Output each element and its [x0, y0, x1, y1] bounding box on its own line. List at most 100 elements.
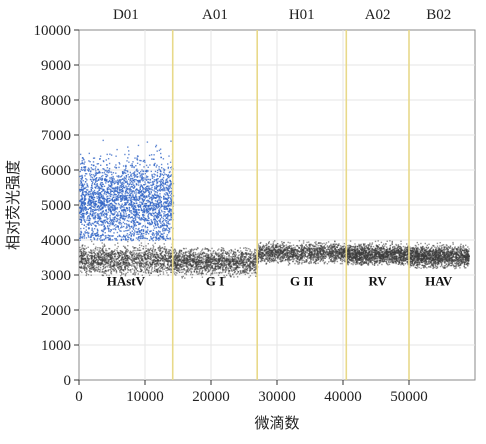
droplet-point — [144, 253, 147, 255]
droplet-point — [101, 182, 103, 184]
droplet-point — [162, 230, 164, 232]
droplet-point — [100, 175, 103, 178]
droplet-point — [171, 183, 173, 185]
droplet-point — [156, 178, 158, 181]
droplet-point — [87, 208, 89, 210]
droplet-point — [133, 202, 136, 205]
droplet-point — [135, 247, 137, 249]
droplet-point — [100, 212, 102, 214]
droplet-point — [112, 205, 114, 207]
droplet-point — [125, 260, 127, 262]
droplet-point — [167, 197, 170, 199]
droplet-point — [108, 209, 110, 211]
droplet-point — [163, 187, 165, 189]
droplet-point — [130, 197, 132, 199]
droplet-point — [145, 247, 147, 250]
droplet-point — [97, 216, 99, 218]
droplet-point — [118, 186, 121, 188]
droplet-point — [94, 253, 96, 255]
droplet-point — [136, 173, 138, 175]
droplet-point — [156, 221, 158, 223]
droplet-point — [144, 183, 147, 185]
droplet-point — [159, 190, 162, 192]
droplet-point — [101, 242, 103, 244]
droplet-point — [160, 205, 163, 208]
droplet-point — [110, 206, 113, 208]
droplet-point — [143, 210, 145, 212]
droplet-point — [171, 219, 173, 221]
droplet-point — [249, 249, 251, 251]
droplet-point — [95, 221, 97, 223]
droplet-point — [110, 261, 112, 263]
droplet-point — [139, 201, 141, 203]
droplet-point — [116, 231, 119, 234]
droplet-point — [155, 191, 157, 193]
droplet-point — [83, 167, 86, 169]
droplet-point — [99, 178, 102, 181]
droplet-point — [146, 256, 149, 258]
droplet-point — [124, 273, 127, 276]
droplet-point — [143, 166, 145, 168]
droplet-point — [114, 263, 116, 265]
droplet-point — [170, 214, 173, 217]
droplet-point — [153, 154, 155, 156]
droplet-point — [102, 190, 104, 192]
droplet-point — [131, 216, 133, 218]
droplet-point — [146, 141, 149, 143]
droplet-point — [235, 253, 237, 256]
droplet-point — [145, 210, 147, 213]
droplet-point — [160, 170, 162, 173]
droplet-point — [147, 208, 150, 211]
droplet-point — [126, 186, 128, 188]
droplet-point — [115, 211, 117, 213]
droplet-point — [144, 268, 146, 270]
droplet-point — [152, 212, 154, 214]
droplet-point — [85, 189, 88, 191]
droplet-point — [92, 179, 95, 181]
droplet-point — [170, 205, 172, 207]
droplet-point — [115, 224, 117, 226]
droplet-point — [149, 201, 152, 204]
droplet-point — [152, 182, 154, 184]
droplet-point — [131, 212, 133, 215]
droplet-point — [81, 201, 84, 203]
droplet-point — [159, 271, 161, 273]
droplet-point — [115, 239, 117, 241]
droplet-point — [162, 227, 165, 229]
droplet-point — [85, 213, 88, 215]
droplet-point — [106, 167, 109, 169]
droplet-point — [100, 224, 102, 226]
droplet-point — [148, 217, 150, 219]
droplet-point — [89, 198, 91, 201]
droplet-point — [162, 203, 165, 205]
droplet-point — [131, 186, 133, 188]
droplet-point — [110, 178, 112, 180]
droplet-point — [92, 168, 95, 171]
droplet-point — [142, 245, 145, 248]
droplet-point — [109, 237, 111, 239]
droplet-point — [120, 230, 122, 232]
droplet-point — [117, 195, 119, 198]
droplet-point — [128, 191, 131, 193]
droplet-point — [111, 203, 113, 205]
droplet-point — [139, 265, 141, 268]
droplet-point — [124, 217, 126, 220]
droplet-point — [157, 205, 160, 207]
droplet-point — [142, 214, 144, 217]
droplet-point — [109, 238, 111, 240]
droplet-point — [106, 173, 108, 176]
droplet-point — [159, 185, 161, 187]
droplet-point — [151, 197, 153, 199]
droplet-point — [147, 248, 149, 250]
droplet-point — [85, 186, 87, 189]
droplet-point — [158, 149, 161, 152]
droplet-point — [209, 250, 212, 252]
droplet-point — [166, 251, 169, 253]
droplet-point — [98, 271, 100, 273]
droplet-point — [126, 226, 128, 229]
droplet-point — [164, 254, 166, 256]
droplet-point — [144, 178, 146, 181]
droplet-point — [166, 225, 168, 228]
droplet-point — [155, 220, 158, 222]
droplet-point — [108, 184, 110, 186]
